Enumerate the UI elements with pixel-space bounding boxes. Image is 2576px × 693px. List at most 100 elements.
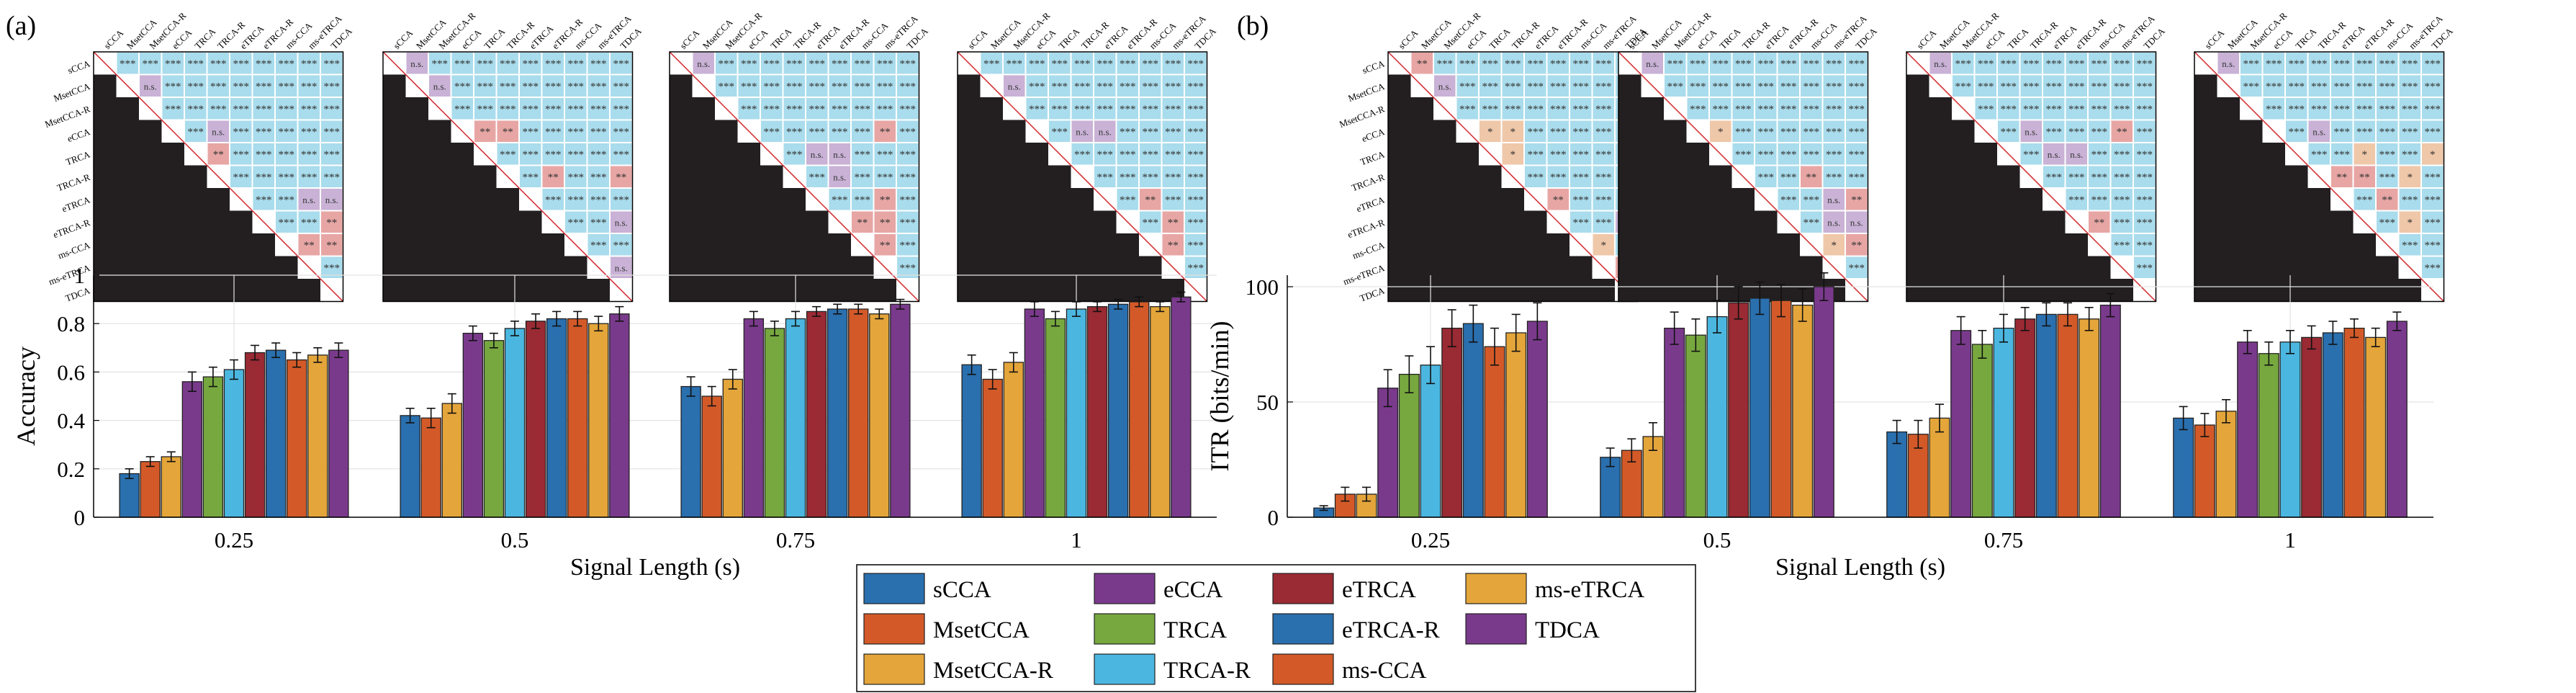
diagonal-slash (1115, 210, 1140, 234)
matrix-cell-label: *** (1803, 58, 1820, 70)
matrix-cell-label: *** (590, 195, 607, 206)
matrix-cell-label: *** (877, 104, 893, 115)
matrix-cell (1161, 233, 1184, 256)
matrix-cell-label: *** (1573, 81, 1590, 92)
matrix-cell-label: n.s. (144, 81, 157, 91)
matrix-cell-label: *** (786, 58, 803, 70)
matrix-cell-label: ** (1145, 195, 1156, 206)
x-axis-label: Signal Length (s) (570, 554, 740, 581)
matrix-cell (320, 188, 343, 211)
matrix-cell-label: *** (2091, 58, 2108, 70)
matrix-cell (1974, 52, 1997, 75)
matrix-cell-label: *** (855, 126, 871, 138)
bar (2173, 417, 2194, 518)
bar (890, 303, 911, 518)
matrix-row-label: TDCA (1359, 285, 1387, 303)
legend-swatch (1094, 613, 1156, 645)
matrix-cell (2043, 74, 2066, 97)
tick-label-x: 0.25 (215, 527, 253, 553)
matrix-cell (2376, 143, 2399, 166)
matrix-cell-label: *** (1803, 104, 1820, 115)
matrix-cell-label: *** (741, 58, 757, 70)
matrix-cell-label: *** (2334, 126, 2351, 138)
matrix-border (669, 51, 920, 303)
matrix-cell (828, 74, 851, 97)
matrix-cell (564, 74, 587, 97)
matrix-cell (1929, 52, 1952, 75)
matrix-cell-label: ** (213, 149, 224, 161)
matrix-cell-label: *** (1713, 104, 1729, 115)
matrix-cell-label: *** (1550, 104, 1567, 115)
diagonal-slash (1591, 255, 1616, 280)
matrix-row-label: TRCA-R (1350, 171, 1386, 194)
matrix-cell (851, 52, 874, 75)
matrix-cell-label: *** (165, 104, 181, 115)
matrix-cell (1822, 210, 1845, 233)
matrix-cell (1184, 143, 1207, 166)
matrix-cell (2217, 52, 2240, 75)
legend-label: ms-CCA (1342, 658, 1427, 684)
matrix-col-label: TRCA (768, 26, 794, 52)
matrix-cell (1592, 74, 1615, 97)
tick-label-y: 100 (1246, 274, 1279, 300)
matrix-cell (2110, 97, 2133, 120)
diagonal-slash (2133, 278, 2157, 303)
matrix-cell-label: *** (1120, 104, 1136, 115)
diagonal-slash (184, 142, 208, 166)
matrix-cell-label: *** (2289, 58, 2305, 70)
bar (2279, 341, 2301, 518)
matrix-cell-label: *** (1052, 126, 1068, 138)
tick-label-y: 0.2 (57, 457, 85, 482)
matrix-cell-label: *** (2091, 149, 2108, 161)
bar (1971, 344, 1993, 518)
bar (1024, 308, 1045, 518)
matrix-cell-label: *** (523, 171, 539, 183)
matrix-row-label: eCCA (1360, 126, 1386, 144)
bar (806, 310, 827, 518)
matrix-cell (1025, 97, 1048, 120)
matrix-cell (1501, 97, 1524, 120)
matrix-cell (564, 120, 587, 143)
matrix-cell-label: *** (120, 58, 136, 70)
bar (2237, 341, 2258, 518)
matrix-cell-label: *** (2356, 81, 2373, 92)
matrix-cell (1139, 165, 1162, 188)
matrix-cell (541, 165, 564, 188)
matrix-cell (320, 74, 343, 97)
matrix-cell (873, 233, 896, 256)
bar (400, 415, 420, 518)
matrix-col-label: sCCA (102, 27, 126, 52)
matrix-cell (320, 210, 343, 233)
matrix-cell (1184, 165, 1207, 188)
matrix-cell-label: ** (857, 217, 868, 228)
matrix-cell (2088, 52, 2111, 75)
matrix-cell (1592, 120, 1615, 143)
matrix-cell (2019, 143, 2043, 166)
matrix-cell (2376, 97, 2399, 120)
matrix-cell (1524, 74, 1547, 97)
matrix-cell-label: *** (1143, 126, 1159, 138)
matrix-cell (2285, 97, 2308, 120)
matrix-cell (2262, 74, 2285, 97)
matrix-cell-label: *** (786, 104, 803, 115)
matrix-cell-label: *** (1074, 104, 1091, 115)
matrix-cell-label: *** (2001, 126, 2017, 138)
legend-label: eTRCA-R (1342, 617, 1440, 643)
matrix-cell (1822, 165, 1845, 188)
matrix-cell-label: *** (2334, 104, 2351, 115)
bar (161, 456, 181, 518)
matrix-cell-label: *** (477, 104, 494, 115)
matrix-cell-label: *** (2023, 81, 2040, 92)
matrix-cell (783, 143, 806, 166)
matrix-cell-label: *** (301, 81, 318, 92)
matrix-cell-label: *** (1735, 104, 1752, 115)
matrix-cell (1456, 74, 1479, 97)
matrix-cell-label: *** (324, 149, 341, 161)
matrix-cell (2353, 165, 2376, 188)
matrix-cell-label: *** (210, 58, 227, 70)
matrix-cell (541, 143, 564, 166)
matrix-cell (2110, 52, 2133, 75)
tick-label-x: 1 (2284, 527, 2296, 553)
matrix-cell-label: *** (900, 262, 917, 274)
matrix-cell-label: *** (1528, 81, 1544, 92)
